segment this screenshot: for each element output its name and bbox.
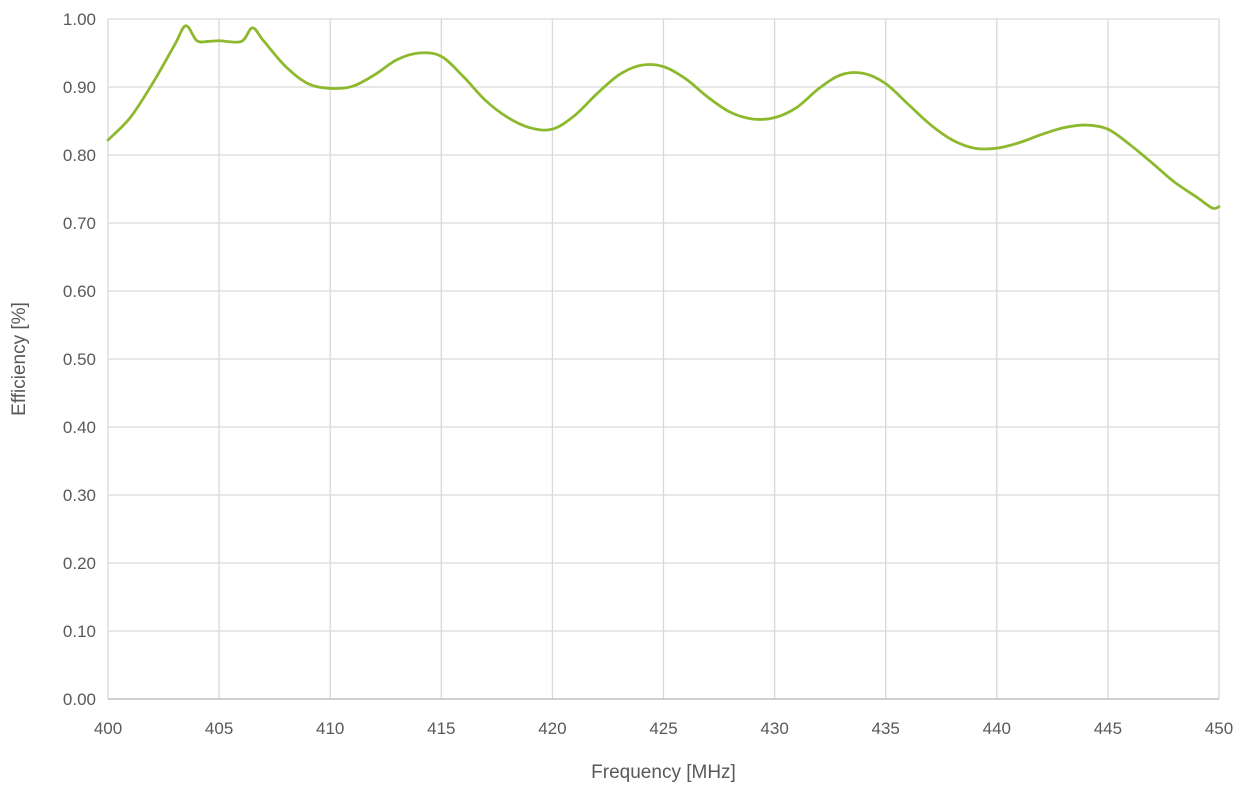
x-tick-label: 435 (872, 719, 900, 738)
y-tick-label: 0.50 (63, 350, 96, 369)
x-axis-title: Frequency [MHz] (591, 762, 736, 783)
tick-labels: 0.00 0.10 0.20 0.30 0.40 0.50 0.60 0.70 0.80 0.90… (63, 10, 1233, 738)
y-tick-label: 0.60 (63, 282, 96, 301)
y-tick-label: 0.80 (63, 146, 96, 165)
series-layer (106, 24, 1221, 210)
y-tick-label: 0.20 (63, 554, 96, 573)
x-tick-label: 440 (983, 719, 1011, 738)
y-tick-label: 0.70 (63, 214, 96, 233)
y-axis-title: Efficiency [%] (9, 302, 30, 416)
x-tick-label: 450 (1205, 719, 1233, 738)
x-tick-label: 430 (760, 719, 788, 738)
y-tick-label: 0.10 (63, 622, 96, 641)
x-tick-label: 420 (538, 719, 566, 738)
x-tick-label: 445 (1094, 719, 1122, 738)
x-tick-label: 400 (94, 719, 122, 738)
y-tick-label: 0.40 (63, 418, 96, 437)
x-tick-label: 415 (427, 719, 455, 738)
x-tick-label: 410 (316, 719, 344, 738)
y-tick-label: 1.00 (63, 10, 96, 29)
y-tick-label: 0.30 (63, 486, 96, 505)
y-tick-label: 0.00 (63, 690, 96, 709)
y-tick-label: 0.90 (63, 78, 96, 97)
gridlines (107, 18, 1220, 699)
x-tick-label: 425 (649, 719, 677, 738)
series-line (106, 24, 1221, 210)
x-tick-label: 405 (205, 719, 233, 738)
